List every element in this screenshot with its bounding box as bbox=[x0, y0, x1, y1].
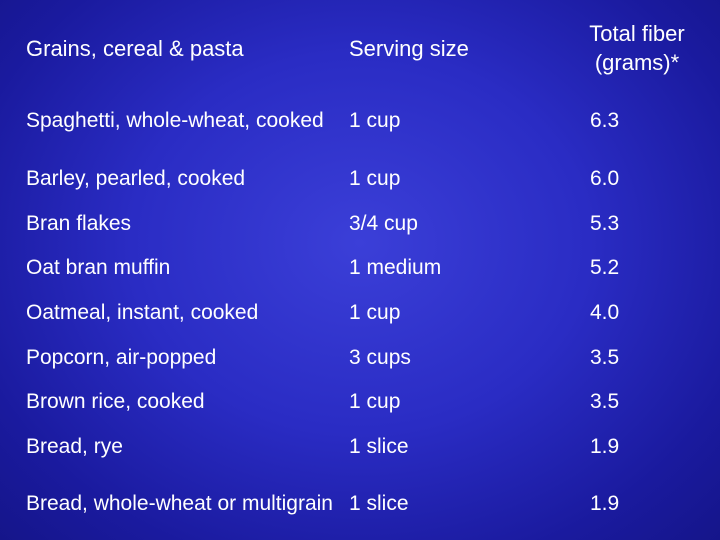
row-serving: 1 slice bbox=[349, 434, 409, 458]
table-row: Oat bran muffin 1 medium 5.2 bbox=[14, 245, 714, 290]
row-serving: 3 cups bbox=[349, 345, 411, 369]
row-item: Bread, rye bbox=[26, 434, 123, 458]
table-row: Bran flakes 3/4 cup 5.3 bbox=[14, 201, 714, 246]
row-fiber: 5.2 bbox=[590, 256, 620, 280]
table-row: Spaghetti, whole-wheat, cooked 1 cup 6.3 bbox=[14, 84, 714, 156]
row-fiber: 3.5 bbox=[590, 345, 620, 369]
header-total-fiber: Total fiber (grams)* bbox=[560, 12, 714, 84]
row-item: Bread, whole-wheat or multigrain bbox=[26, 492, 333, 516]
table-row: Bread, rye 1 slice 1.9 bbox=[14, 424, 714, 469]
header-total-fiber-line1: Total fiber bbox=[589, 21, 685, 46]
row-item: Popcorn, air-popped bbox=[26, 345, 217, 369]
row-item: Oatmeal, instant, cooked bbox=[26, 300, 259, 324]
row-item: Bran flakes bbox=[26, 211, 132, 235]
row-item: Oat bran muffin bbox=[26, 256, 171, 280]
row-serving: 3/4 cup bbox=[349, 211, 418, 235]
table-row: Oatmeal, instant, cooked 1 cup 4.0 bbox=[14, 290, 714, 335]
row-serving: 1 cup bbox=[349, 108, 401, 132]
row-serving: 1 medium bbox=[349, 256, 442, 280]
row-fiber: 1.9 bbox=[590, 434, 620, 458]
row-fiber: 6.3 bbox=[590, 108, 620, 132]
row-item: Spaghetti, whole-wheat, cooked bbox=[26, 108, 324, 132]
row-serving: 1 slice bbox=[349, 492, 409, 516]
row-fiber: 6.0 bbox=[590, 166, 620, 190]
row-item: Brown rice, cooked bbox=[26, 390, 205, 414]
table-row: Bread, whole-wheat or multigrain 1 slice… bbox=[14, 469, 714, 539]
row-fiber: 1.9 bbox=[590, 492, 620, 516]
row-fiber: 5.3 bbox=[590, 211, 620, 235]
header-grains: Grains, cereal & pasta bbox=[26, 35, 244, 61]
table-row: Barley, pearled, cooked 1 cup 6.0 bbox=[14, 156, 714, 201]
row-serving: 1 cup bbox=[349, 166, 401, 190]
row-item: Barley, pearled, cooked bbox=[26, 166, 246, 190]
header-serving-size: Serving size bbox=[349, 35, 469, 61]
row-serving: 1 cup bbox=[349, 390, 401, 414]
header-total-fiber-line2: (grams)* bbox=[594, 50, 680, 75]
table-header-row: Grains, cereal & pasta Serving size Tota… bbox=[14, 12, 714, 84]
row-serving: 1 cup bbox=[349, 300, 401, 324]
table-row: Popcorn, air-popped 3 cups 3.5 bbox=[14, 335, 714, 380]
fiber-table: Grains, cereal & pasta Serving size Tota… bbox=[14, 12, 714, 539]
row-fiber: 4.0 bbox=[590, 300, 620, 324]
row-fiber: 3.5 bbox=[590, 390, 620, 414]
table-row: Brown rice, cooked 1 cup 3.5 bbox=[14, 379, 714, 424]
